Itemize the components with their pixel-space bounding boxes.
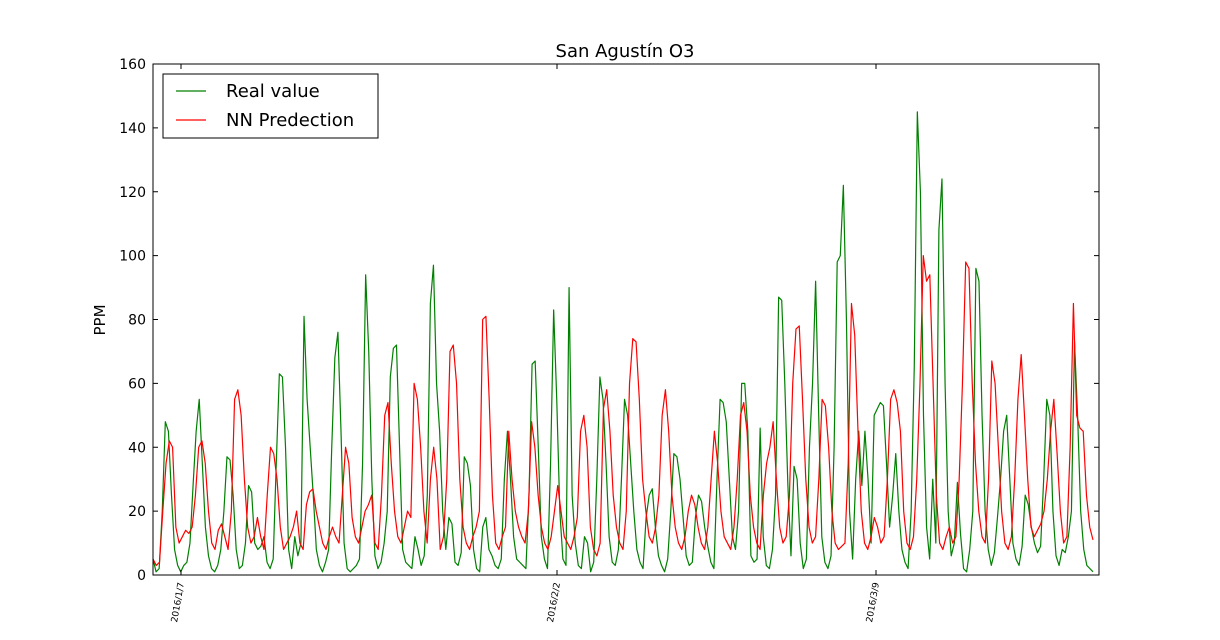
y-tick-label: 160: [119, 57, 146, 73]
y-tick-label: 20: [128, 504, 146, 520]
series-line-nn-predection: [152, 255, 1094, 567]
y-axis: 0 20 40 60 80 100 120 140 160: [119, 57, 1099, 584]
series-lines: [152, 111, 1094, 573]
legend-label-nn-predection: NN Predection: [226, 110, 354, 131]
chart-title: San Agustín O3: [556, 41, 695, 62]
legend-label-real-value: Real value: [226, 81, 320, 102]
y-tick-label: 140: [119, 121, 146, 137]
legend: Real value NN Predection: [162, 73, 379, 139]
y-tick-label: 100: [119, 249, 146, 265]
y-tick-label: 80: [128, 313, 146, 329]
y-axis-label: PPM: [91, 304, 109, 335]
x-tick-label: 2016/2/2: [546, 582, 563, 624]
x-tick-label: 2016/3/9: [865, 582, 882, 624]
legend-box: [162, 73, 379, 139]
y-tick-label: 60: [128, 376, 146, 392]
series-line-real-value: [152, 111, 1094, 573]
y-tick-label: 120: [119, 185, 146, 201]
y-tick-label: 40: [128, 440, 146, 456]
y-tick-label: 0: [137, 568, 146, 584]
x-tick-label: 2016/1/7: [170, 582, 187, 624]
